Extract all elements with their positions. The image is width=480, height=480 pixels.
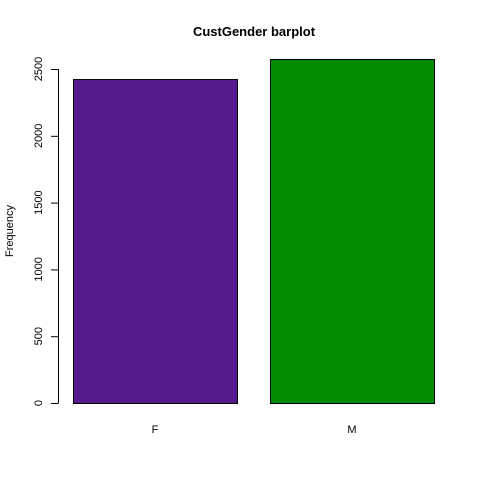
x-tick-label-m: M xyxy=(347,424,356,436)
bar-m xyxy=(270,59,435,404)
y-tick-label: 0 xyxy=(33,400,45,406)
y-tick-label: 2000 xyxy=(33,124,45,148)
y-tick-label: 500 xyxy=(33,327,45,345)
y-tick-label: 1000 xyxy=(33,257,45,281)
chart-title: CustGender barplot xyxy=(193,24,316,39)
y-axis-label: Frequency xyxy=(4,205,16,257)
bar-f xyxy=(73,79,238,404)
y-tick-label: 1500 xyxy=(33,190,45,214)
bars-group xyxy=(73,59,435,404)
y-axis: 0 500 1000 1500 2000 2500 xyxy=(33,57,59,406)
y-tick-label: 2500 xyxy=(33,57,45,81)
x-tick-label-f: F xyxy=(152,424,159,436)
